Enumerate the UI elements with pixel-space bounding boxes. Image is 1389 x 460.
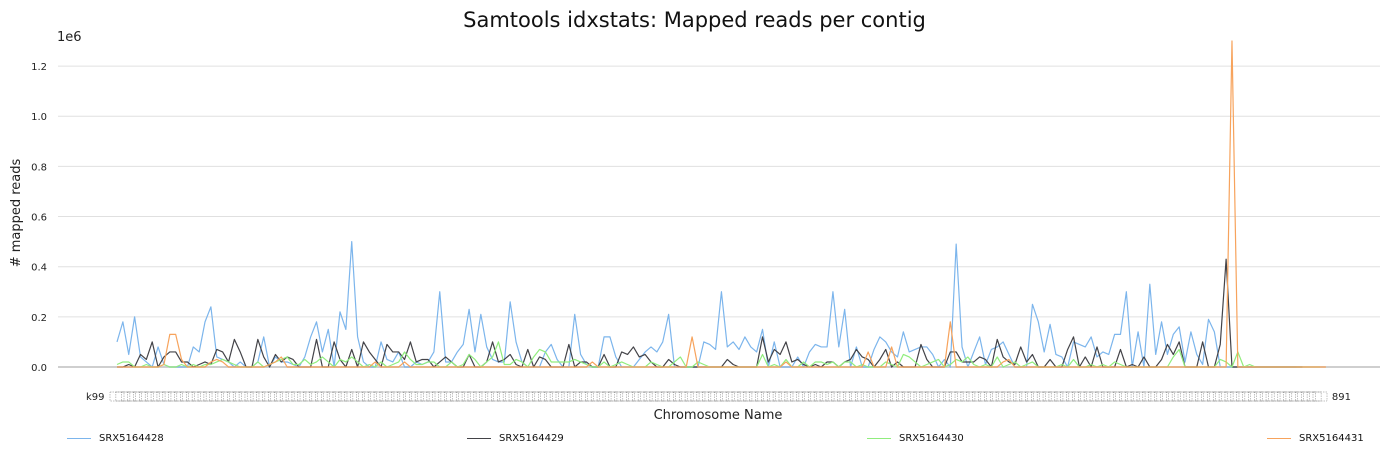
legend-swatch (1267, 438, 1291, 439)
legend-label: SRX5164431 (1299, 433, 1364, 444)
series-line-SRX5164431 (117, 40, 1326, 368)
x-tick-label: k99 (86, 392, 105, 403)
x-axis-label: Chromosome Name (654, 408, 783, 423)
chart-title: Samtools idxstats: Mapped reads per cont… (463, 8, 926, 32)
y-tick-label: 1.0 (31, 112, 47, 123)
legend-swatch (867, 438, 891, 439)
x-axis-ticks: k99 891 (86, 391, 1351, 403)
x-tick-label (1013, 391, 1028, 402)
y-axis-label: # mapped reads (9, 158, 24, 267)
legend-item: SRX5164430 (867, 433, 964, 444)
series-line-SRX5164428 (116, 241, 1297, 368)
y-axis-ticks: 0.0 0.2 0.4 0.6 0.8 1.0 1.2 (31, 62, 47, 374)
series-line-SRX5164430 (116, 341, 1320, 368)
legend-label: SRX5164428 (99, 433, 164, 444)
legend-swatch (467, 438, 491, 439)
legend-item: SRX5164428 (67, 433, 164, 444)
series-line-SRX5164429 (117, 258, 1303, 368)
y-tick-label: 0.0 (31, 363, 47, 374)
y-tick-label: 0.6 (31, 213, 47, 224)
legend-label: SRX5164430 (899, 433, 964, 444)
gridlines (58, 65, 1380, 368)
x-tick-label (1312, 391, 1328, 402)
x-tick-label (115, 391, 131, 402)
chart-legend: SRX5164428 SRX5164429 SRX5164430 SRX5164431 (0, 433, 1389, 449)
y-offset-label: 1e6 (57, 30, 82, 45)
x-tick-label: 891 (1332, 392, 1351, 403)
y-tick-label: 1.2 (31, 62, 47, 73)
y-tick-label: 0.2 (31, 313, 47, 324)
legend-label: SRX5164429 (499, 433, 564, 444)
y-tick-label: 0.4 (31, 263, 47, 274)
legend-swatch (67, 438, 91, 439)
series-lines (116, 40, 1326, 368)
legend-item: SRX5164429 (467, 433, 564, 444)
legend-item: SRX5164431 (1267, 433, 1364, 444)
y-tick-label: 0.8 (31, 162, 47, 173)
